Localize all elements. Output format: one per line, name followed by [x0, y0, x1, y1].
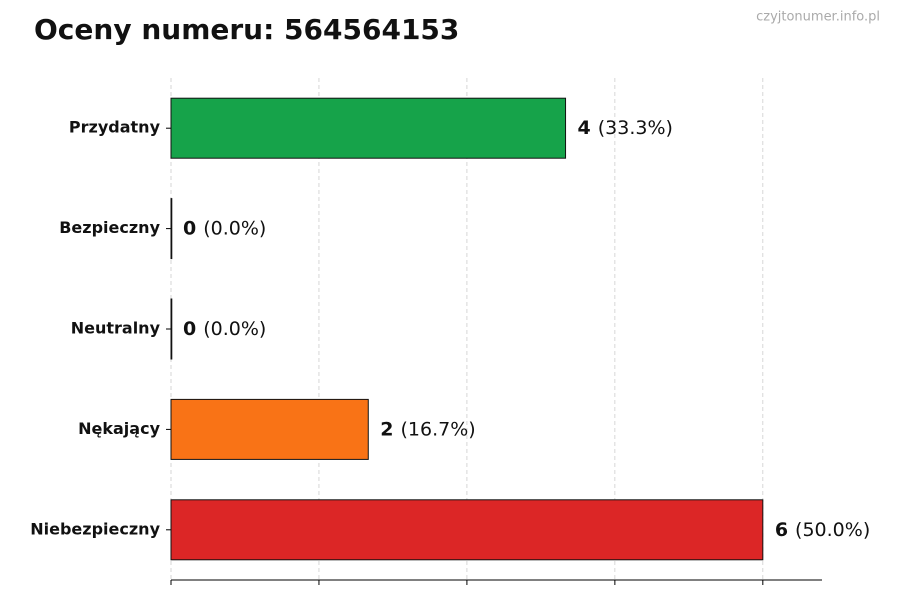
value-count: 4	[578, 117, 591, 139]
bar	[170, 97, 567, 159]
value-label: 2 (16.7%)	[380, 418, 475, 440]
y-tick-label: Niebezpieczny	[30, 519, 160, 538]
value-label: 0 (0.0%)	[183, 217, 266, 239]
bar	[170, 499, 764, 561]
value-percent: (50.0%)	[795, 518, 870, 540]
y-tick-label: Nękający	[78, 419, 160, 438]
chart-title: Oceny numeru: 564564153	[34, 13, 459, 46]
value-percent: (16.7%)	[401, 418, 476, 440]
value-count: 2	[380, 418, 393, 440]
value-percent: (33.3%)	[598, 117, 673, 139]
value-label: 6 (50.0%)	[775, 518, 870, 540]
value-count: 6	[775, 518, 788, 540]
y-tick-label: Przydatny	[69, 118, 161, 137]
value-count: 0	[183, 318, 196, 340]
value-percent: (0.0%)	[203, 318, 266, 340]
bar	[170, 198, 173, 260]
value-count: 0	[183, 217, 196, 239]
value-label: 0 (0.0%)	[183, 318, 266, 340]
y-tick-label: Bezpieczny	[59, 218, 160, 237]
bar	[170, 298, 173, 360]
value-label: 4 (33.3%)	[578, 117, 673, 139]
value-percent: (0.0%)	[203, 217, 266, 239]
bar	[170, 398, 369, 460]
y-tick-label: Neutralny	[71, 319, 161, 338]
watermark: czyjtonumer.info.pl	[756, 10, 880, 25]
